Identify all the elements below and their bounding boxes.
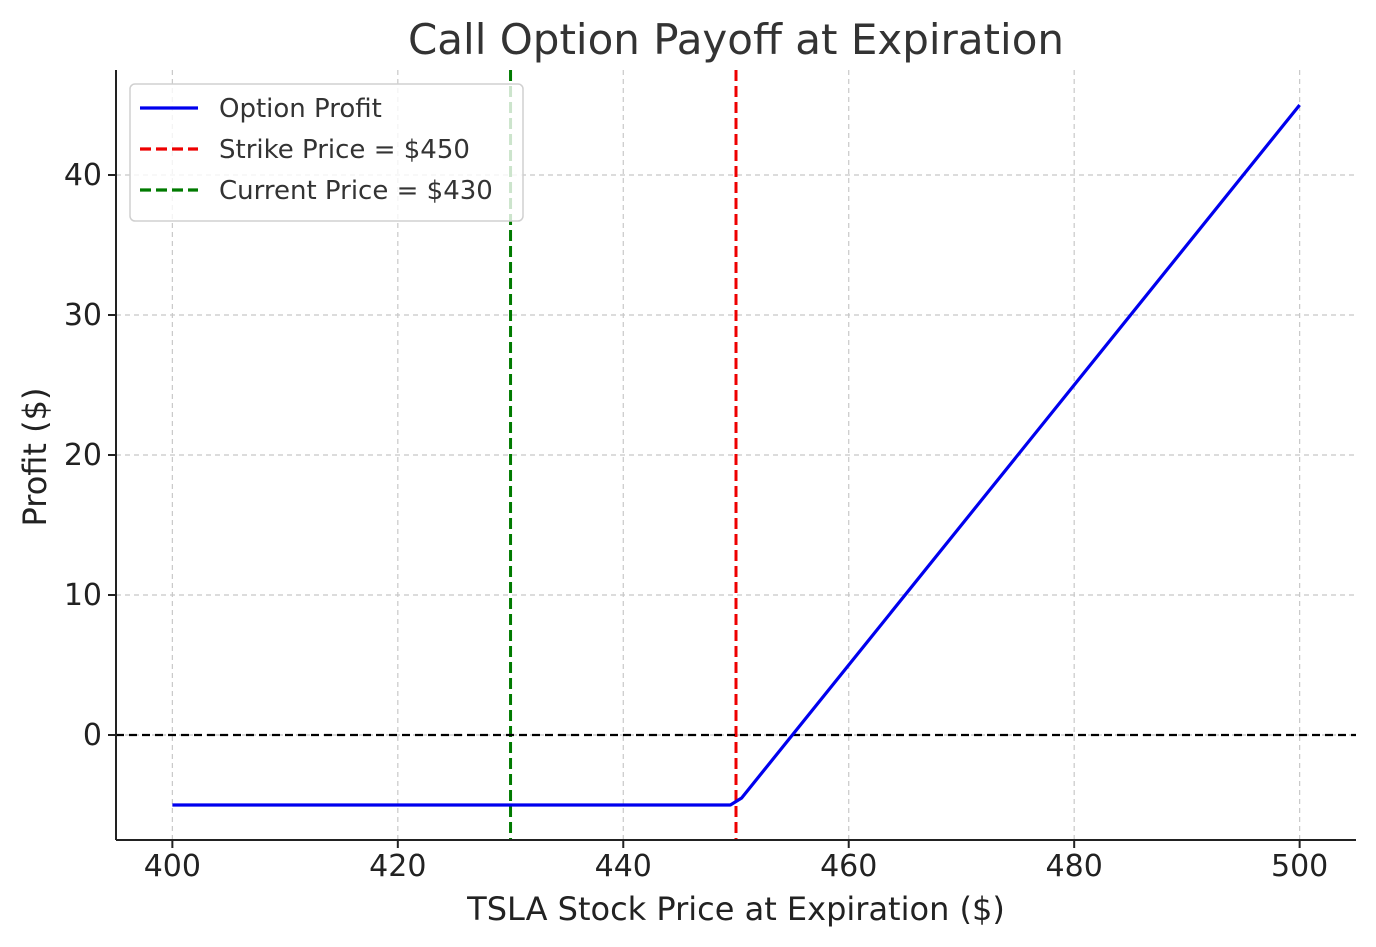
- legend-box: [129, 83, 524, 222]
- x-tick-label: 440: [595, 849, 652, 884]
- y-tick-label: 30: [64, 298, 102, 333]
- x-tick-label: 460: [820, 849, 877, 884]
- y-tick-label: 0: [83, 718, 102, 753]
- series-line: [172, 103, 1301, 807]
- x-tick-label: 500: [1271, 849, 1328, 884]
- y-tick-label: 10: [64, 578, 102, 613]
- series-layer: [172, 103, 1301, 807]
- y-axis-label: Profit ($): [16, 388, 54, 527]
- x-tick-label: 480: [1046, 849, 1103, 884]
- x-tick-label: 420: [369, 849, 426, 884]
- legend-label: Current Price = $430: [219, 176, 493, 206]
- legend-label: Strike Price = $450: [219, 135, 470, 165]
- y-tick-label: 20: [64, 438, 102, 473]
- legend-label: Option Profit: [219, 94, 382, 124]
- x-axis-label: TSLA Stock Price at Expiration ($): [466, 890, 1005, 928]
- ticks: 400 420 440 460 480 500 0 10 20 30 40: [64, 158, 1328, 884]
- legend: Option Profit Strike Price = $450 Current …: [129, 83, 524, 222]
- chart-title: Call Option Payoff at Expiration: [408, 15, 1064, 64]
- y-tick-label: 40: [64, 158, 102, 193]
- x-tick-label: 400: [144, 849, 201, 884]
